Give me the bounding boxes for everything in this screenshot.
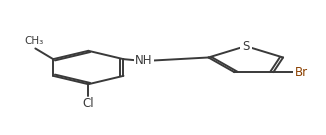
Text: CH₃: CH₃ [24,36,43,46]
Text: S: S [242,40,249,53]
Text: Cl: Cl [82,97,94,110]
Text: NH: NH [135,54,153,67]
Text: Br: Br [294,66,308,79]
